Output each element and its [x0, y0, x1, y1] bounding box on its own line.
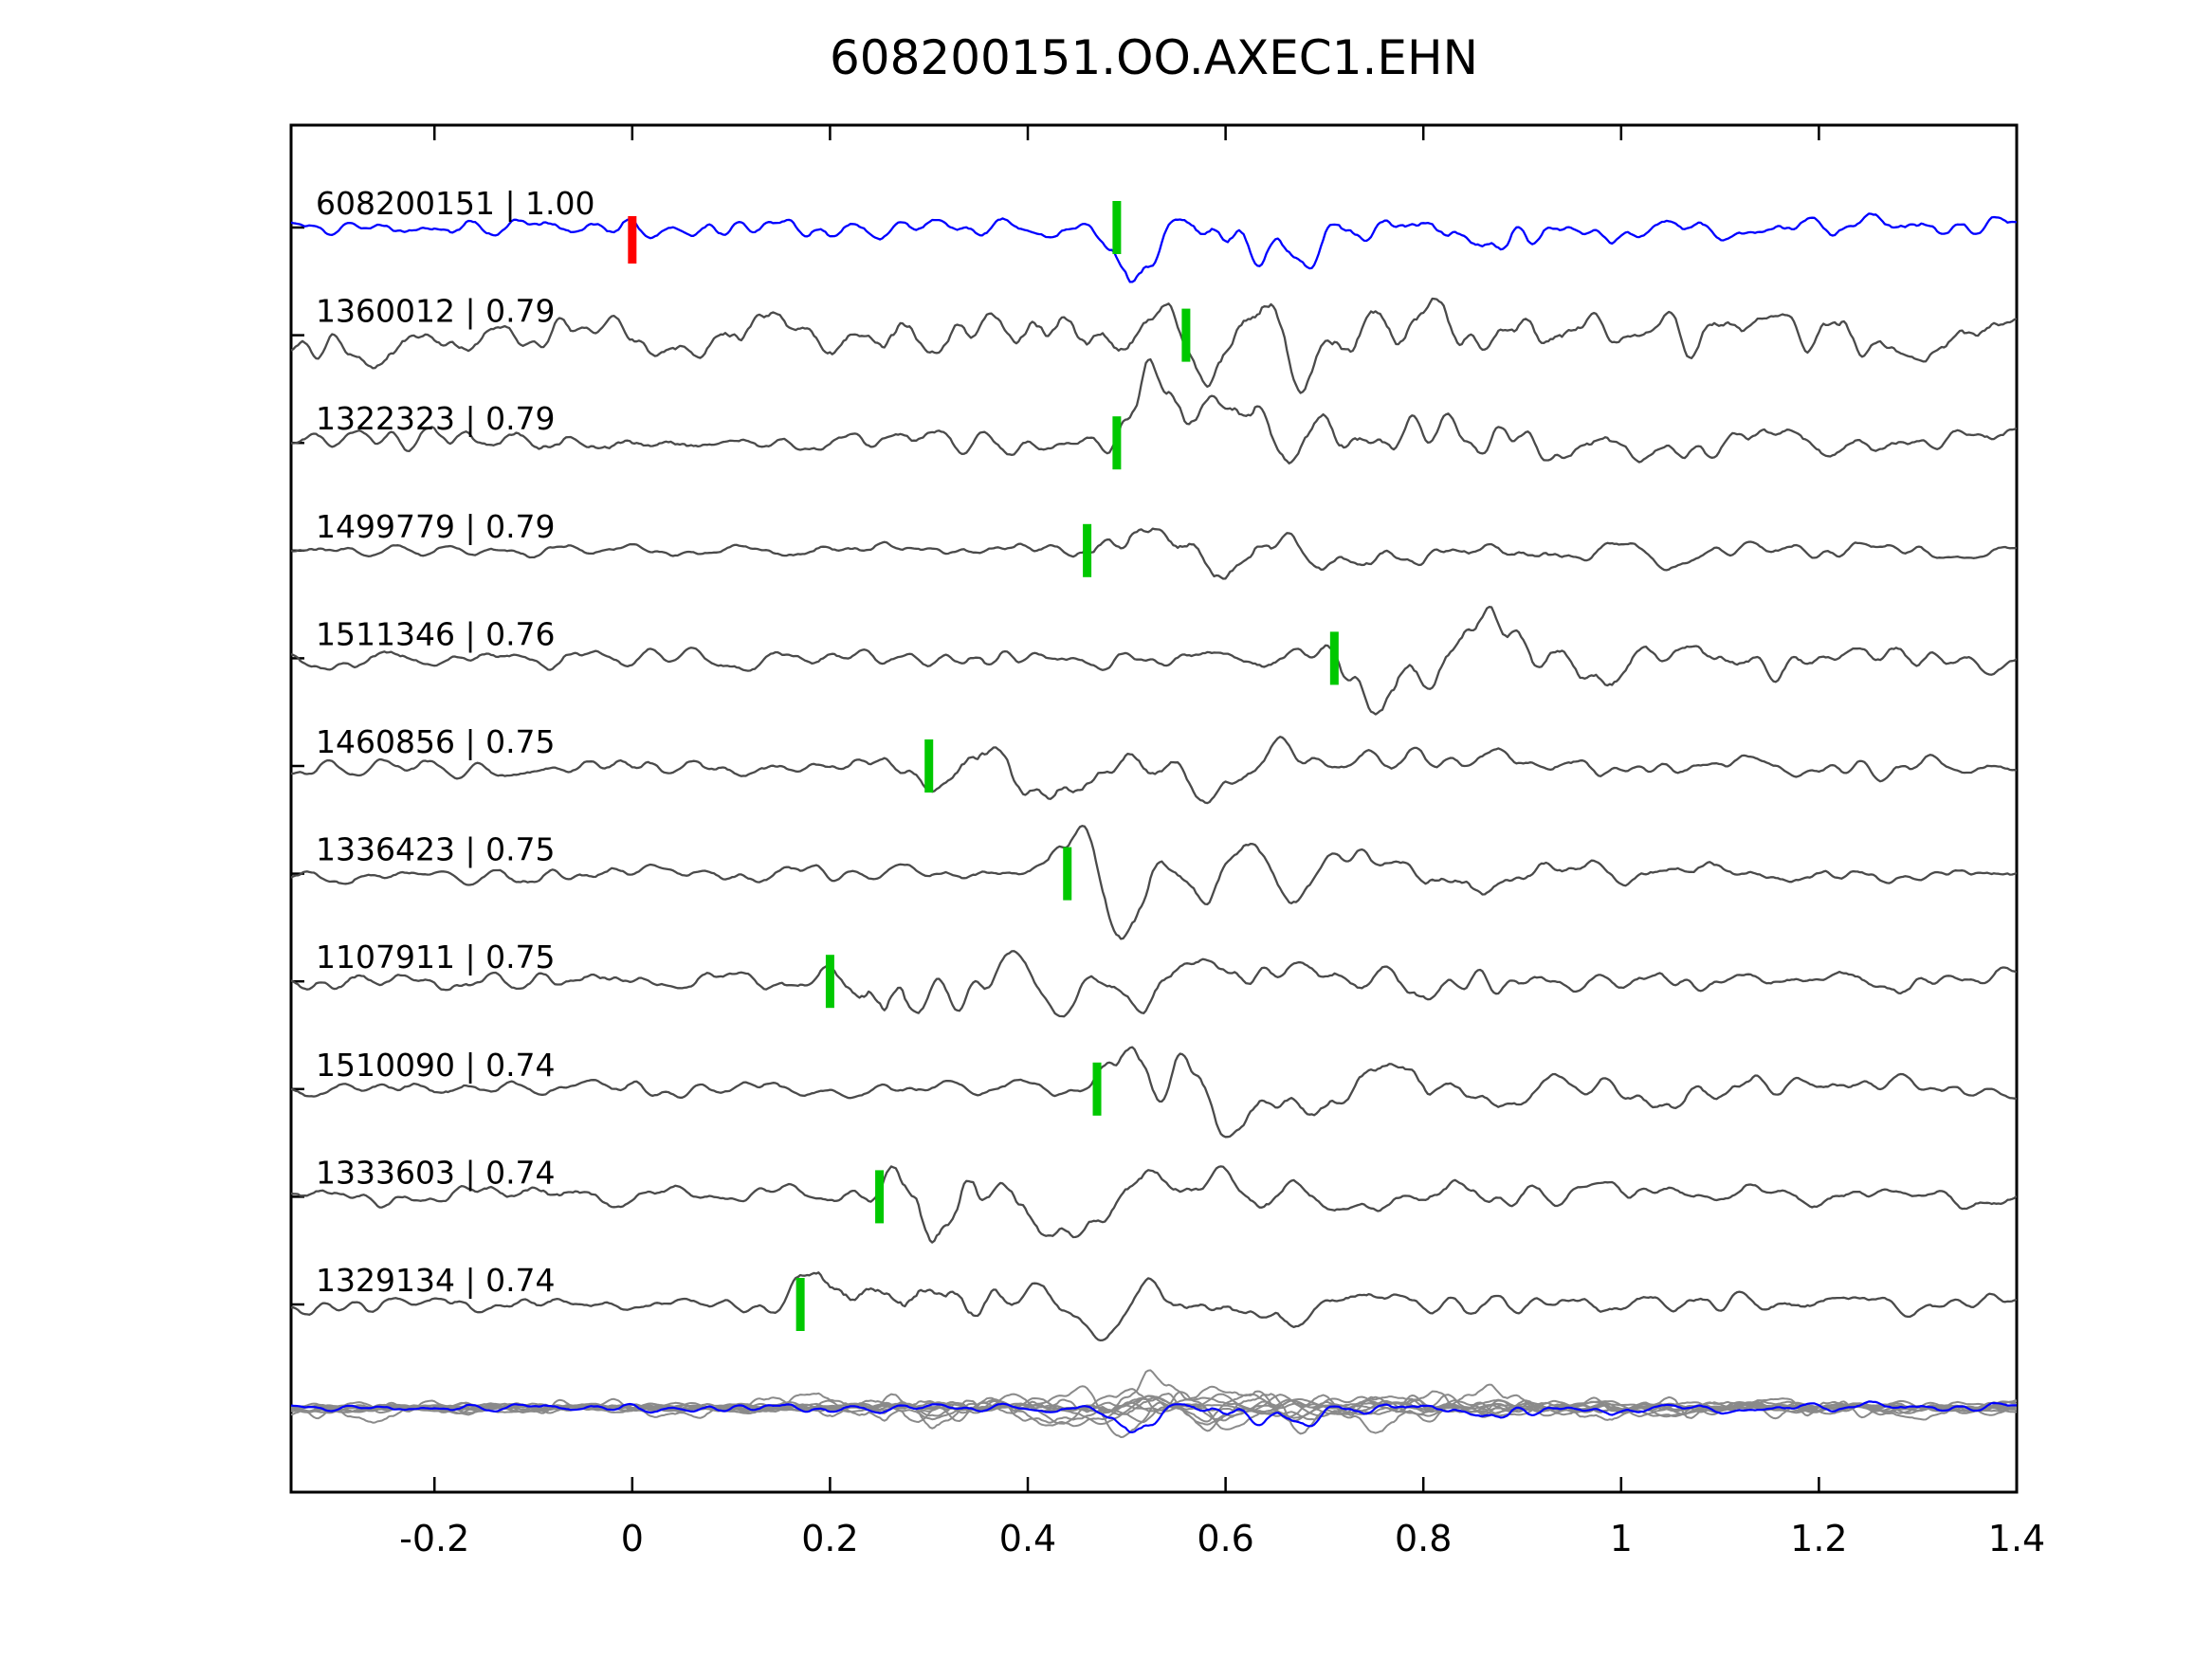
- pick-marker: [825, 955, 834, 1009]
- trace-label: 1360012 | 0.79: [316, 293, 556, 330]
- trace-label: 1511346 | 0.76: [316, 615, 556, 652]
- trace-row: [291, 736, 2017, 805]
- match-trace-path: [291, 736, 2017, 805]
- chart-title: 608200151.OO.AXEC1.EHN: [829, 30, 1479, 85]
- overlay-trace: [291, 1390, 2017, 1435]
- trace-row: [291, 950, 2017, 1018]
- pick-marker: [1083, 523, 1092, 577]
- match-trace-path: [291, 527, 2017, 580]
- pick-marker: [1329, 631, 1339, 685]
- trace-label: 608200151 | 1.00: [316, 185, 595, 222]
- trace-label: 1499779 | 0.79: [316, 508, 556, 545]
- trace-label: 1510090 | 0.74: [316, 1047, 556, 1084]
- pick-marker: [1181, 308, 1191, 362]
- x-tick-label: 1: [1610, 1518, 1633, 1559]
- x-tick-label: 0.8: [1395, 1518, 1452, 1559]
- match-trace-path: [291, 297, 2017, 394]
- pick-marker: [875, 1170, 885, 1224]
- x-tick-label: -0.2: [399, 1518, 469, 1559]
- x-tick-label: 1.2: [1790, 1518, 1847, 1559]
- match-trace-path: [291, 357, 2017, 465]
- match-trace-path: [291, 825, 2017, 940]
- trace-row: [291, 297, 2017, 394]
- trace-row: [291, 1165, 2017, 1244]
- trace-row: [291, 212, 2017, 283]
- trace-label: 1336423 | 0.75: [316, 831, 556, 868]
- pick-marker: [924, 739, 934, 793]
- plot-border: [289, 123, 2019, 1494]
- overlay-row: [291, 1369, 2017, 1438]
- trace-row: [291, 606, 2017, 716]
- trace-label: 1333603 | 0.74: [316, 1154, 556, 1191]
- overlay-template-trace: [291, 1400, 2017, 1433]
- x-tick-label: 0: [621, 1518, 644, 1559]
- pick-marker: [1112, 201, 1122, 254]
- template-trace-path: [291, 212, 2017, 283]
- trace-label: 1107911 | 0.75: [316, 939, 556, 975]
- pick-marker: [1112, 416, 1122, 470]
- x-tick-label: 0.2: [801, 1518, 858, 1559]
- trace-row: [291, 527, 2017, 580]
- overlay-trace: [291, 1369, 2017, 1418]
- match-trace-path: [291, 1046, 2017, 1139]
- trace-label: 1329134 | 0.74: [316, 1262, 556, 1299]
- template-pick-marker: [628, 216, 637, 264]
- x-tick-label: 1.4: [1988, 1518, 2045, 1559]
- match-trace-path: [291, 950, 2017, 1018]
- trace-label: 1322323 | 0.79: [316, 400, 556, 437]
- x-tick-label: 0.6: [1197, 1518, 1253, 1559]
- x-tick-label: 0.4: [999, 1518, 1056, 1559]
- trace-row: [291, 825, 2017, 940]
- pick-marker: [1063, 847, 1072, 901]
- trace-row: [291, 1271, 2017, 1342]
- trace-row: [291, 357, 2017, 465]
- match-trace-path: [291, 1271, 2017, 1342]
- match-trace-path: [291, 1165, 2017, 1244]
- trace-label: 1460856 | 0.75: [316, 723, 556, 760]
- pick-marker: [1092, 1062, 1102, 1116]
- pick-marker: [795, 1278, 805, 1331]
- trace-row: [291, 1046, 2017, 1139]
- match-trace-path: [291, 606, 2017, 716]
